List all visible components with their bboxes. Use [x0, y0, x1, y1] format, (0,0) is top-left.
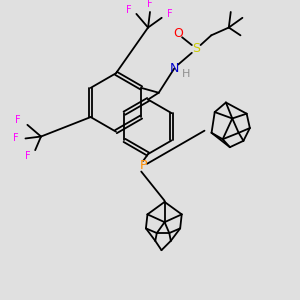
Text: P: P [140, 159, 147, 172]
Text: F: F [13, 134, 19, 143]
Text: F: F [126, 5, 131, 15]
Text: H: H [182, 69, 190, 79]
Text: S: S [192, 42, 200, 56]
Text: F: F [167, 9, 172, 19]
Text: F: F [147, 0, 153, 9]
Text: F: F [15, 115, 20, 125]
Text: N: N [169, 62, 179, 75]
Text: F: F [25, 151, 30, 161]
Text: O: O [173, 27, 183, 40]
